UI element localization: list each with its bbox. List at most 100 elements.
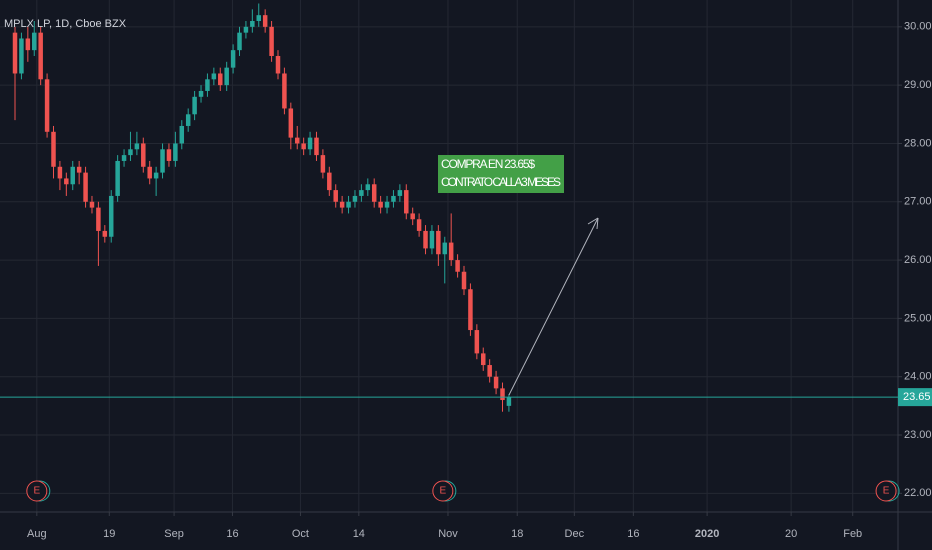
x-tick-label: 19: [103, 528, 115, 540]
x-tick-label: 16: [627, 528, 639, 540]
candle-body: [339, 201, 345, 208]
event-marker: [26, 480, 48, 502]
x-tick-label: Nov: [438, 528, 458, 540]
candle-body: [371, 184, 377, 202]
candle-body: [288, 108, 294, 138]
candle-body: [230, 50, 236, 68]
event-marker: [432, 480, 454, 502]
y-tick-label: 24.00: [904, 371, 932, 383]
candle-body: [218, 73, 223, 86]
event-label: E: [33, 486, 40, 497]
arrow-head: [587, 217, 599, 230]
candle-body: [320, 155, 326, 173]
candle-body: [384, 201, 390, 208]
candle-body: [121, 155, 127, 161]
candle-body: [160, 149, 165, 173]
grid: [0, 0, 898, 512]
candle-body: [429, 230, 435, 249]
candle-body: [262, 15, 268, 27]
candle-body: [179, 125, 185, 144]
candle-body: [108, 195, 114, 237]
annotation-text: CONTRATO CALL A 3 MESES: [441, 175, 561, 189]
candle-body: [461, 271, 467, 290]
candle-body: [378, 201, 383, 208]
candle-body: [256, 15, 261, 21]
candle-body: [346, 201, 351, 208]
candle-body: [38, 32, 43, 80]
x-tick-label: 16: [226, 528, 238, 540]
candle-body: [307, 137, 313, 150]
candle-body: [275, 55, 281, 74]
event-label: E: [883, 486, 890, 497]
candle-body: [25, 38, 31, 51]
y-tick-label: 29.00: [904, 79, 932, 91]
candle-body: [205, 79, 210, 91]
y-tick-label: 25.00: [904, 312, 932, 324]
candle-body: [410, 213, 415, 220]
y-tick-label: 28.00: [904, 137, 932, 149]
candle-body: [314, 137, 319, 156]
candle-body: [64, 178, 69, 185]
annotation-box: [438, 155, 564, 193]
price-label: 23.65: [903, 391, 931, 403]
candle-body: [134, 143, 140, 150]
candle-body: [128, 149, 133, 156]
candle-body: [391, 195, 396, 202]
y-tick-label: 23.00: [904, 429, 932, 441]
arrow-line: [508, 217, 599, 396]
candle-body: [474, 330, 480, 354]
candle-body: [416, 219, 422, 231]
candle-body: [468, 289, 473, 331]
candle-body: [352, 195, 358, 202]
x-tick-label: Dec: [565, 528, 585, 540]
candle-body: [423, 230, 428, 249]
candle-body: [44, 79, 50, 132]
candle-body: [89, 201, 95, 208]
event-marker: [875, 480, 897, 502]
candle-body: [448, 242, 454, 261]
x-tick-label: Aug: [27, 528, 47, 540]
candle-body: [500, 388, 505, 401]
candle-body: [506, 397, 512, 406]
candle-body: [96, 207, 101, 231]
candle-body: [404, 190, 409, 214]
candle-body: [493, 376, 499, 389]
candle-body: [397, 190, 403, 196]
candle-body: [243, 26, 249, 33]
candle-body: [147, 166, 152, 179]
candle-body: [32, 32, 37, 51]
x-tick-label: Oct: [292, 528, 309, 540]
candle-body: [294, 137, 300, 144]
x-tick-label: 2020: [695, 528, 719, 540]
y-tick-label: 30.00: [904, 21, 932, 33]
candle-body: [12, 32, 18, 74]
annotation-text: COMPRA EN 23.65$: [441, 157, 535, 171]
y-tick-label: 27.00: [904, 196, 932, 208]
y-tick-label: 22.00: [904, 487, 932, 499]
candle-body: [166, 149, 172, 161]
candle-body: [282, 73, 287, 109]
candle-body: [153, 172, 159, 179]
candle-body: [455, 260, 460, 272]
x-tick-label: Feb: [843, 528, 862, 540]
candle-body: [250, 20, 255, 27]
candle-body: [487, 365, 492, 377]
candle-body: [211, 73, 217, 80]
x-tick-label: 14: [353, 528, 365, 540]
candle-body: [192, 96, 197, 115]
candle-body: [481, 353, 486, 366]
x-tick-label: 20: [785, 528, 797, 540]
candle-body: [19, 38, 24, 74]
price-label-box: [898, 388, 932, 407]
candle-body: [83, 172, 88, 202]
candle-body: [173, 143, 178, 161]
candle-body: [224, 67, 229, 86]
candle-body: [70, 166, 75, 185]
plot: [12, 3, 512, 412]
x-tick-label: 18: [511, 528, 523, 540]
candle-body: [359, 190, 364, 196]
event-label: E: [440, 486, 447, 497]
candle-body: [301, 143, 306, 150]
candle-body: [57, 166, 63, 179]
